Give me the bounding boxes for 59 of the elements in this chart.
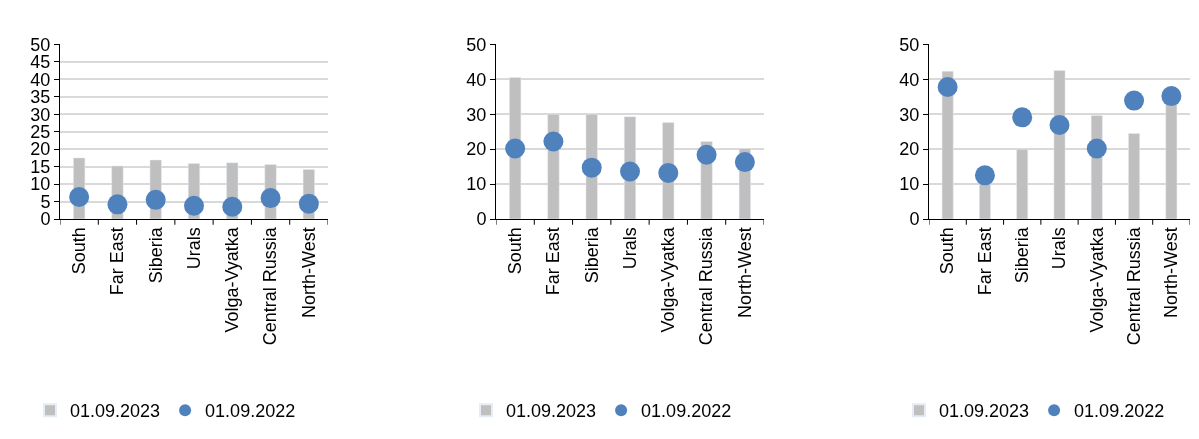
x-tick-label: Far East bbox=[107, 227, 128, 296]
bar bbox=[1165, 103, 1178, 220]
y-tick-label: 10 bbox=[899, 174, 920, 195]
y-tick-label: 0 bbox=[909, 209, 920, 230]
legend-label: 01.09.2023 bbox=[506, 401, 597, 422]
point bbox=[1049, 115, 1070, 136]
x-tick-label: Central Russia bbox=[696, 226, 717, 346]
point bbox=[1012, 107, 1033, 128]
point bbox=[505, 138, 526, 159]
bar bbox=[1016, 148, 1029, 220]
point bbox=[1161, 86, 1182, 107]
y-tick-label: 10 bbox=[466, 174, 487, 195]
x-tick-label: North-West bbox=[734, 227, 755, 318]
x-tick-label: Volga-Vyatka bbox=[658, 226, 679, 333]
point bbox=[543, 131, 564, 152]
point bbox=[734, 152, 755, 173]
y-tick-label: 50 bbox=[899, 34, 920, 55]
point bbox=[974, 165, 995, 186]
point bbox=[937, 76, 958, 97]
x-tick-label: Far East bbox=[974, 227, 995, 296]
y-tick-label: 40 bbox=[466, 69, 487, 90]
point bbox=[620, 161, 640, 182]
y-tick-label: 20 bbox=[466, 139, 487, 160]
x-tick-label: Siberia bbox=[145, 226, 166, 284]
bar bbox=[979, 183, 991, 220]
x-tick-label: Siberia bbox=[1012, 226, 1033, 284]
y-tick-label: 50 bbox=[30, 34, 51, 55]
point bbox=[1124, 90, 1145, 111]
x-tick-label: Urals bbox=[619, 227, 640, 270]
x-tick-label: Far East bbox=[543, 227, 564, 296]
point bbox=[658, 162, 679, 183]
y-tick-label: 30 bbox=[466, 104, 487, 125]
x-tick-label: North-West bbox=[1161, 227, 1182, 318]
x-tick-label: Urals bbox=[1049, 227, 1070, 270]
y-tick-label: 40 bbox=[899, 69, 920, 90]
y-tick-label: 50 bbox=[466, 34, 487, 55]
x-tick-label: North-West bbox=[298, 227, 319, 318]
x-tick-label: Siberia bbox=[581, 226, 602, 284]
x-tick-label: South bbox=[68, 227, 89, 275]
legend-label: 01.09.2022 bbox=[1074, 401, 1165, 422]
point bbox=[696, 144, 717, 165]
legend-label: 01.09.2023 bbox=[70, 401, 161, 422]
legend-label: 01.09.2022 bbox=[641, 401, 732, 422]
point bbox=[1086, 138, 1107, 159]
x-tick-label: Volga-Vyatka bbox=[222, 226, 243, 333]
y-tick-label: 0 bbox=[40, 209, 51, 230]
y-tick-label: 30 bbox=[899, 104, 920, 125]
x-tick-label: Urals bbox=[183, 227, 204, 270]
y-tick-label: 20 bbox=[899, 139, 920, 160]
x-tick-label: Volga-Vyatka bbox=[1086, 226, 1107, 333]
legend-label: 01.09.2023 bbox=[939, 401, 1030, 422]
y-tick-label: 0 bbox=[476, 209, 487, 230]
x-tick-label: South bbox=[504, 227, 525, 275]
x-tick-label: South bbox=[937, 227, 958, 275]
point bbox=[581, 157, 602, 178]
x-tick-label: Central Russia bbox=[260, 226, 281, 346]
bar bbox=[1128, 133, 1140, 220]
legend-label: 01.09.2022 bbox=[205, 401, 296, 422]
x-tick-label: Central Russia bbox=[1123, 226, 1144, 346]
